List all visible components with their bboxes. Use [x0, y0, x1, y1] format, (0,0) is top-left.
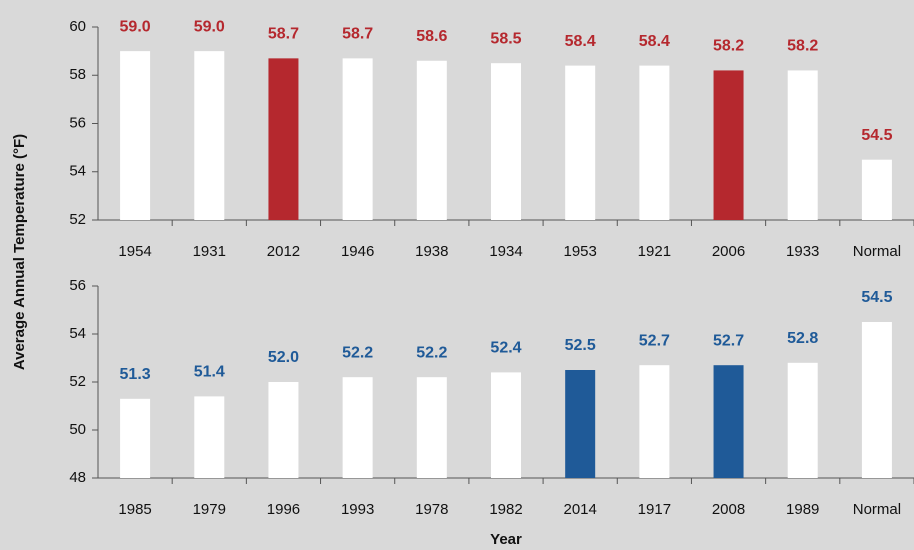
bar [120, 51, 151, 220]
value-label: 58.2 [787, 38, 818, 55]
x-tick-label: 1938 [415, 243, 448, 260]
x-tick-label: 1946 [341, 243, 374, 260]
value-label: 58.4 [639, 33, 670, 50]
x-tick-label: 1954 [118, 243, 151, 260]
value-label: 52.0 [268, 349, 299, 366]
value-label: 52.2 [342, 344, 373, 361]
bar [416, 377, 447, 478]
bar [194, 51, 225, 220]
x-tick-label: 2008 [712, 501, 745, 518]
x-tick-label: Normal [853, 501, 901, 518]
bar [268, 382, 299, 478]
x-tick-label: 1985 [118, 501, 151, 518]
y-tick-label: 60 [69, 18, 86, 35]
value-label: 59.0 [120, 18, 151, 35]
bar [639, 65, 670, 220]
value-label: 58.2 [713, 38, 744, 55]
value-label: 52.4 [490, 340, 521, 357]
x-tick-label: 2012 [267, 243, 300, 260]
bar [861, 322, 892, 478]
y-tick-label: 52 [69, 211, 86, 228]
bar [861, 159, 892, 220]
bar [268, 58, 299, 220]
x-tick-label: 1979 [193, 501, 226, 518]
bar [787, 362, 818, 478]
x-tick-label: 1933 [786, 243, 819, 260]
value-label: 58.4 [565, 33, 596, 50]
x-tick-label: 1934 [489, 243, 522, 260]
bar [713, 365, 744, 478]
x-tick-label: 2014 [563, 501, 596, 518]
value-label: 52.2 [416, 344, 447, 361]
y-tick-label: 48 [69, 469, 86, 486]
bar [565, 65, 596, 220]
y-tick-label: 52 [69, 373, 86, 390]
y-tick-label: 56 [69, 277, 86, 294]
value-label: 51.4 [194, 364, 225, 381]
x-tick-label: 1921 [638, 243, 671, 260]
bar [120, 398, 151, 478]
bar [639, 365, 670, 478]
x-tick-label: 1996 [267, 501, 300, 518]
bar [787, 70, 818, 220]
x-tick-label: 1982 [489, 501, 522, 518]
value-label: 52.5 [565, 337, 596, 354]
value-label: 59.0 [194, 18, 225, 35]
x-tick-label: 1978 [415, 501, 448, 518]
value-label: 52.7 [713, 332, 744, 349]
y-tick-label: 54 [69, 325, 86, 342]
y-tick-label: 56 [69, 114, 86, 131]
value-label: 51.3 [120, 366, 151, 383]
bar [194, 396, 225, 478]
x-tick-label: 1953 [563, 243, 596, 260]
x-axis-label: Year [490, 531, 522, 548]
bar [342, 377, 373, 478]
bar [342, 58, 373, 220]
bar [565, 370, 596, 478]
x-tick-label: 1993 [341, 501, 374, 518]
value-label: 52.7 [639, 332, 670, 349]
bar [491, 372, 521, 478]
bar [491, 63, 521, 220]
x-tick-label: Normal [853, 243, 901, 260]
y-tick-label: 50 [69, 421, 86, 438]
y-axis-label: Average Annual Temperature (°F) [11, 134, 28, 370]
x-tick-label: 2006 [712, 243, 745, 260]
bar [713, 70, 744, 220]
x-tick-label: 1931 [193, 243, 226, 260]
value-label: 54.5 [861, 127, 892, 144]
value-label: 54.5 [861, 289, 892, 306]
y-tick-label: 54 [69, 163, 86, 180]
y-tick-label: 58 [69, 66, 86, 83]
value-label: 58.5 [490, 30, 521, 47]
x-tick-label: 1989 [786, 501, 819, 518]
value-label: 58.7 [268, 26, 299, 43]
value-label: 52.8 [787, 330, 818, 347]
value-label: 58.7 [342, 26, 373, 43]
bar [416, 60, 447, 221]
x-tick-label: 1917 [638, 501, 671, 518]
value-label: 58.6 [416, 28, 447, 45]
